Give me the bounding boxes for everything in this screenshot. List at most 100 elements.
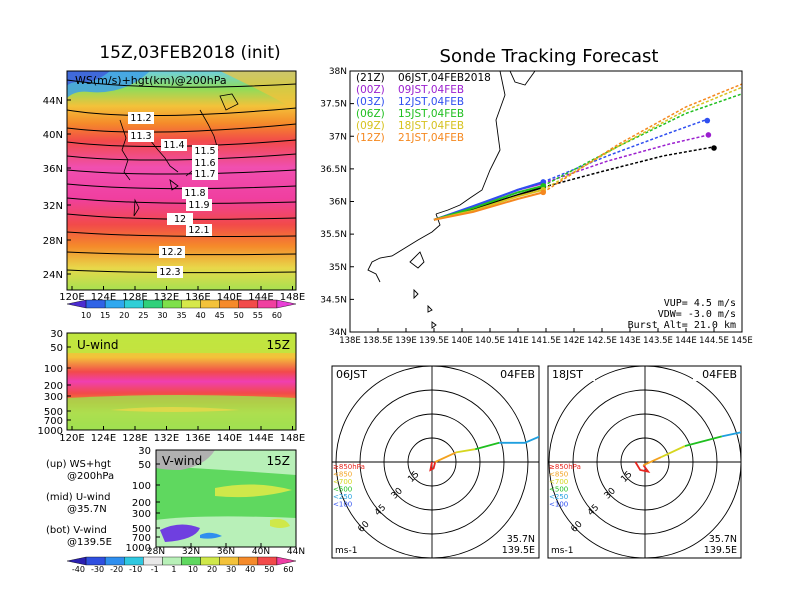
ws-contour-label: 11.3 (130, 131, 151, 142)
track-legend-time: 09JST,04FEB (398, 84, 464, 96)
ws-colorbar-swatch (143, 299, 163, 309)
legend-note: (mid) U-wind (46, 492, 110, 503)
track-x-tick-label: 144.5E (699, 336, 729, 346)
v-colorbar-swatch (124, 556, 144, 566)
ws-contour-label: 11.4 (163, 140, 184, 151)
track-x-tick-label: 141.5E (531, 336, 561, 346)
v-lat-tick-label: 28N (147, 547, 165, 557)
hodo-right-label: 04FEB (702, 368, 737, 381)
track-burst-point (540, 179, 546, 185)
track-y-tick-label: 35N (329, 263, 347, 273)
ws-colorbar-tick: 40 (195, 311, 205, 320)
track-x-tick-label: 140E (451, 336, 473, 346)
track-descent-line (543, 146, 712, 188)
track-x-tick-label: 142E (563, 336, 585, 346)
track-y-tick-label: 37N (329, 132, 347, 142)
v-colorbar-swatch (104, 556, 125, 566)
track-annotation: VDW= -3.0 m/s (658, 309, 736, 320)
ws-colorbar-swatch (200, 299, 220, 309)
v-colorbar-swatch (219, 556, 239, 566)
hodo-location-lon: 139.5E (704, 545, 737, 556)
u-p-tick-label: 200 (44, 381, 63, 392)
track-landing-point (704, 117, 711, 124)
u-p-tick-label: 30 (50, 329, 63, 340)
hodo-segment (455, 448, 476, 454)
ws-lon-tick-label: 148E (280, 292, 305, 303)
hodo-level-label: <700 (333, 478, 352, 486)
track-x-tick-label: 140.5E (475, 336, 505, 346)
track-annotation: Burst Alt= 21.0 km (628, 320, 736, 331)
ws-lat-ticks: 44N 40N 36N 32N 28N 24N (43, 96, 71, 281)
ws-colorbar-swatch (257, 299, 278, 309)
track-ascent-line (433, 191, 544, 221)
track-legend-time: 18JST,04FEB (398, 120, 464, 132)
v-p-tick-label: 700 (132, 533, 151, 544)
hodo-left-label: 06JST (336, 368, 367, 381)
ws-lat-tick-label: 32N (43, 201, 63, 212)
legend-note: (bot) V-wind (46, 525, 107, 536)
hodo-level-label: <250 (333, 493, 352, 501)
track-legend-code: (09Z) (356, 120, 385, 132)
track-landing-point (705, 132, 712, 138)
v-colorbar-swatch (66, 556, 87, 566)
track-burst-point (540, 189, 546, 196)
ws-panel: WS(m/s)+hgt(km)@200hPa 11.211.311.411.51… (43, 70, 305, 320)
ws-label: WS(m/s)+hgt(km)@200hPa (75, 74, 227, 87)
track-x-tick-label: 138E (339, 336, 361, 346)
u-lon-tick-label: 140E (217, 433, 242, 444)
ws-colorbar-tick: 45 (215, 311, 225, 320)
hodo-segment (744, 427, 760, 432)
hodo-segment (429, 461, 437, 472)
track-x-tick-label: 143E (619, 336, 641, 346)
track-descent-line (542, 119, 706, 183)
v-p-tick-label: 200 (132, 498, 151, 509)
ws-contour-label: 12.3 (159, 267, 180, 278)
u-wind-frame (66, 332, 297, 431)
ws-lon-tick-label: 140E (217, 292, 242, 303)
hodo-segment (474, 441, 500, 451)
track-coastline (367, 71, 536, 329)
ws-contour-label-bg (192, 157, 218, 169)
hodo-level-label: <700 (549, 478, 568, 486)
legend-note: @35.7N (67, 504, 107, 515)
u-lon-tick-label: 124E (91, 433, 116, 444)
hodo-location-lat: 35.7N (507, 534, 535, 545)
track-descent-line (542, 86, 742, 191)
ws-colorbar-swatch (276, 299, 297, 309)
track-x-ticks: 138E 138.5E 139E 139.5E 140E 140.5E 141E 141.5E… (339, 328, 753, 346)
u-p-tick-label: 100 (44, 364, 63, 375)
track-ascent-line (433, 184, 544, 221)
ws-contours (67, 79, 296, 274)
v-wind-label: V-wind (162, 454, 202, 468)
hodo-unit: ms-1 (335, 546, 357, 556)
track-x-tick-label: 144E (675, 336, 697, 346)
track-panel: 138E 138.5E 139E 139.5E 140E 140.5E 141E 141.5E… (320, 67, 753, 346)
ws-colorbar-tick: 60 (272, 311, 282, 320)
u-lon-tick-label: 136E (185, 433, 210, 444)
ws-colorbar-swatch (181, 299, 201, 309)
track-x-tick-label: 142.5E (587, 336, 617, 346)
u-lon-tick-label: 128E (122, 433, 147, 444)
v-wind-colorbar: -40 -30 -20 -10 -1 1 10 20 30 40 50 60 (66, 556, 297, 574)
ws-lat-tick-label: 36N (43, 164, 63, 175)
v-colorbar-tick: 10 (188, 565, 198, 574)
v-colorbar-tick: -1 (151, 565, 159, 574)
v-lat-tick-label: 40N (252, 547, 270, 557)
ws-contour-label: 11.2 (130, 113, 151, 124)
track-x-tick-label: 145E (731, 336, 753, 346)
ws-contour-label-bg (128, 112, 154, 124)
ws-contour-label-bg (192, 145, 218, 157)
track-legend-time: 06JST,04FEB2018 (398, 72, 491, 84)
hodo-level-label: <250 (549, 493, 568, 501)
v-colorbar-tick: -40 (72, 565, 85, 574)
track-y-tick-label: 36N (329, 198, 347, 208)
v-colorbar-tick: 30 (226, 565, 236, 574)
v-colorbar-swatch (200, 556, 220, 566)
u-p-tick-label: 700 (44, 416, 63, 427)
track-landing-point (711, 145, 717, 151)
v-lat-tick-label: 32N (182, 547, 200, 557)
hodo-level-label: <100 (333, 501, 352, 509)
ws-lon-ticks: 120E 124E 128E 132E 136E 140E 144E 148E (59, 286, 305, 303)
